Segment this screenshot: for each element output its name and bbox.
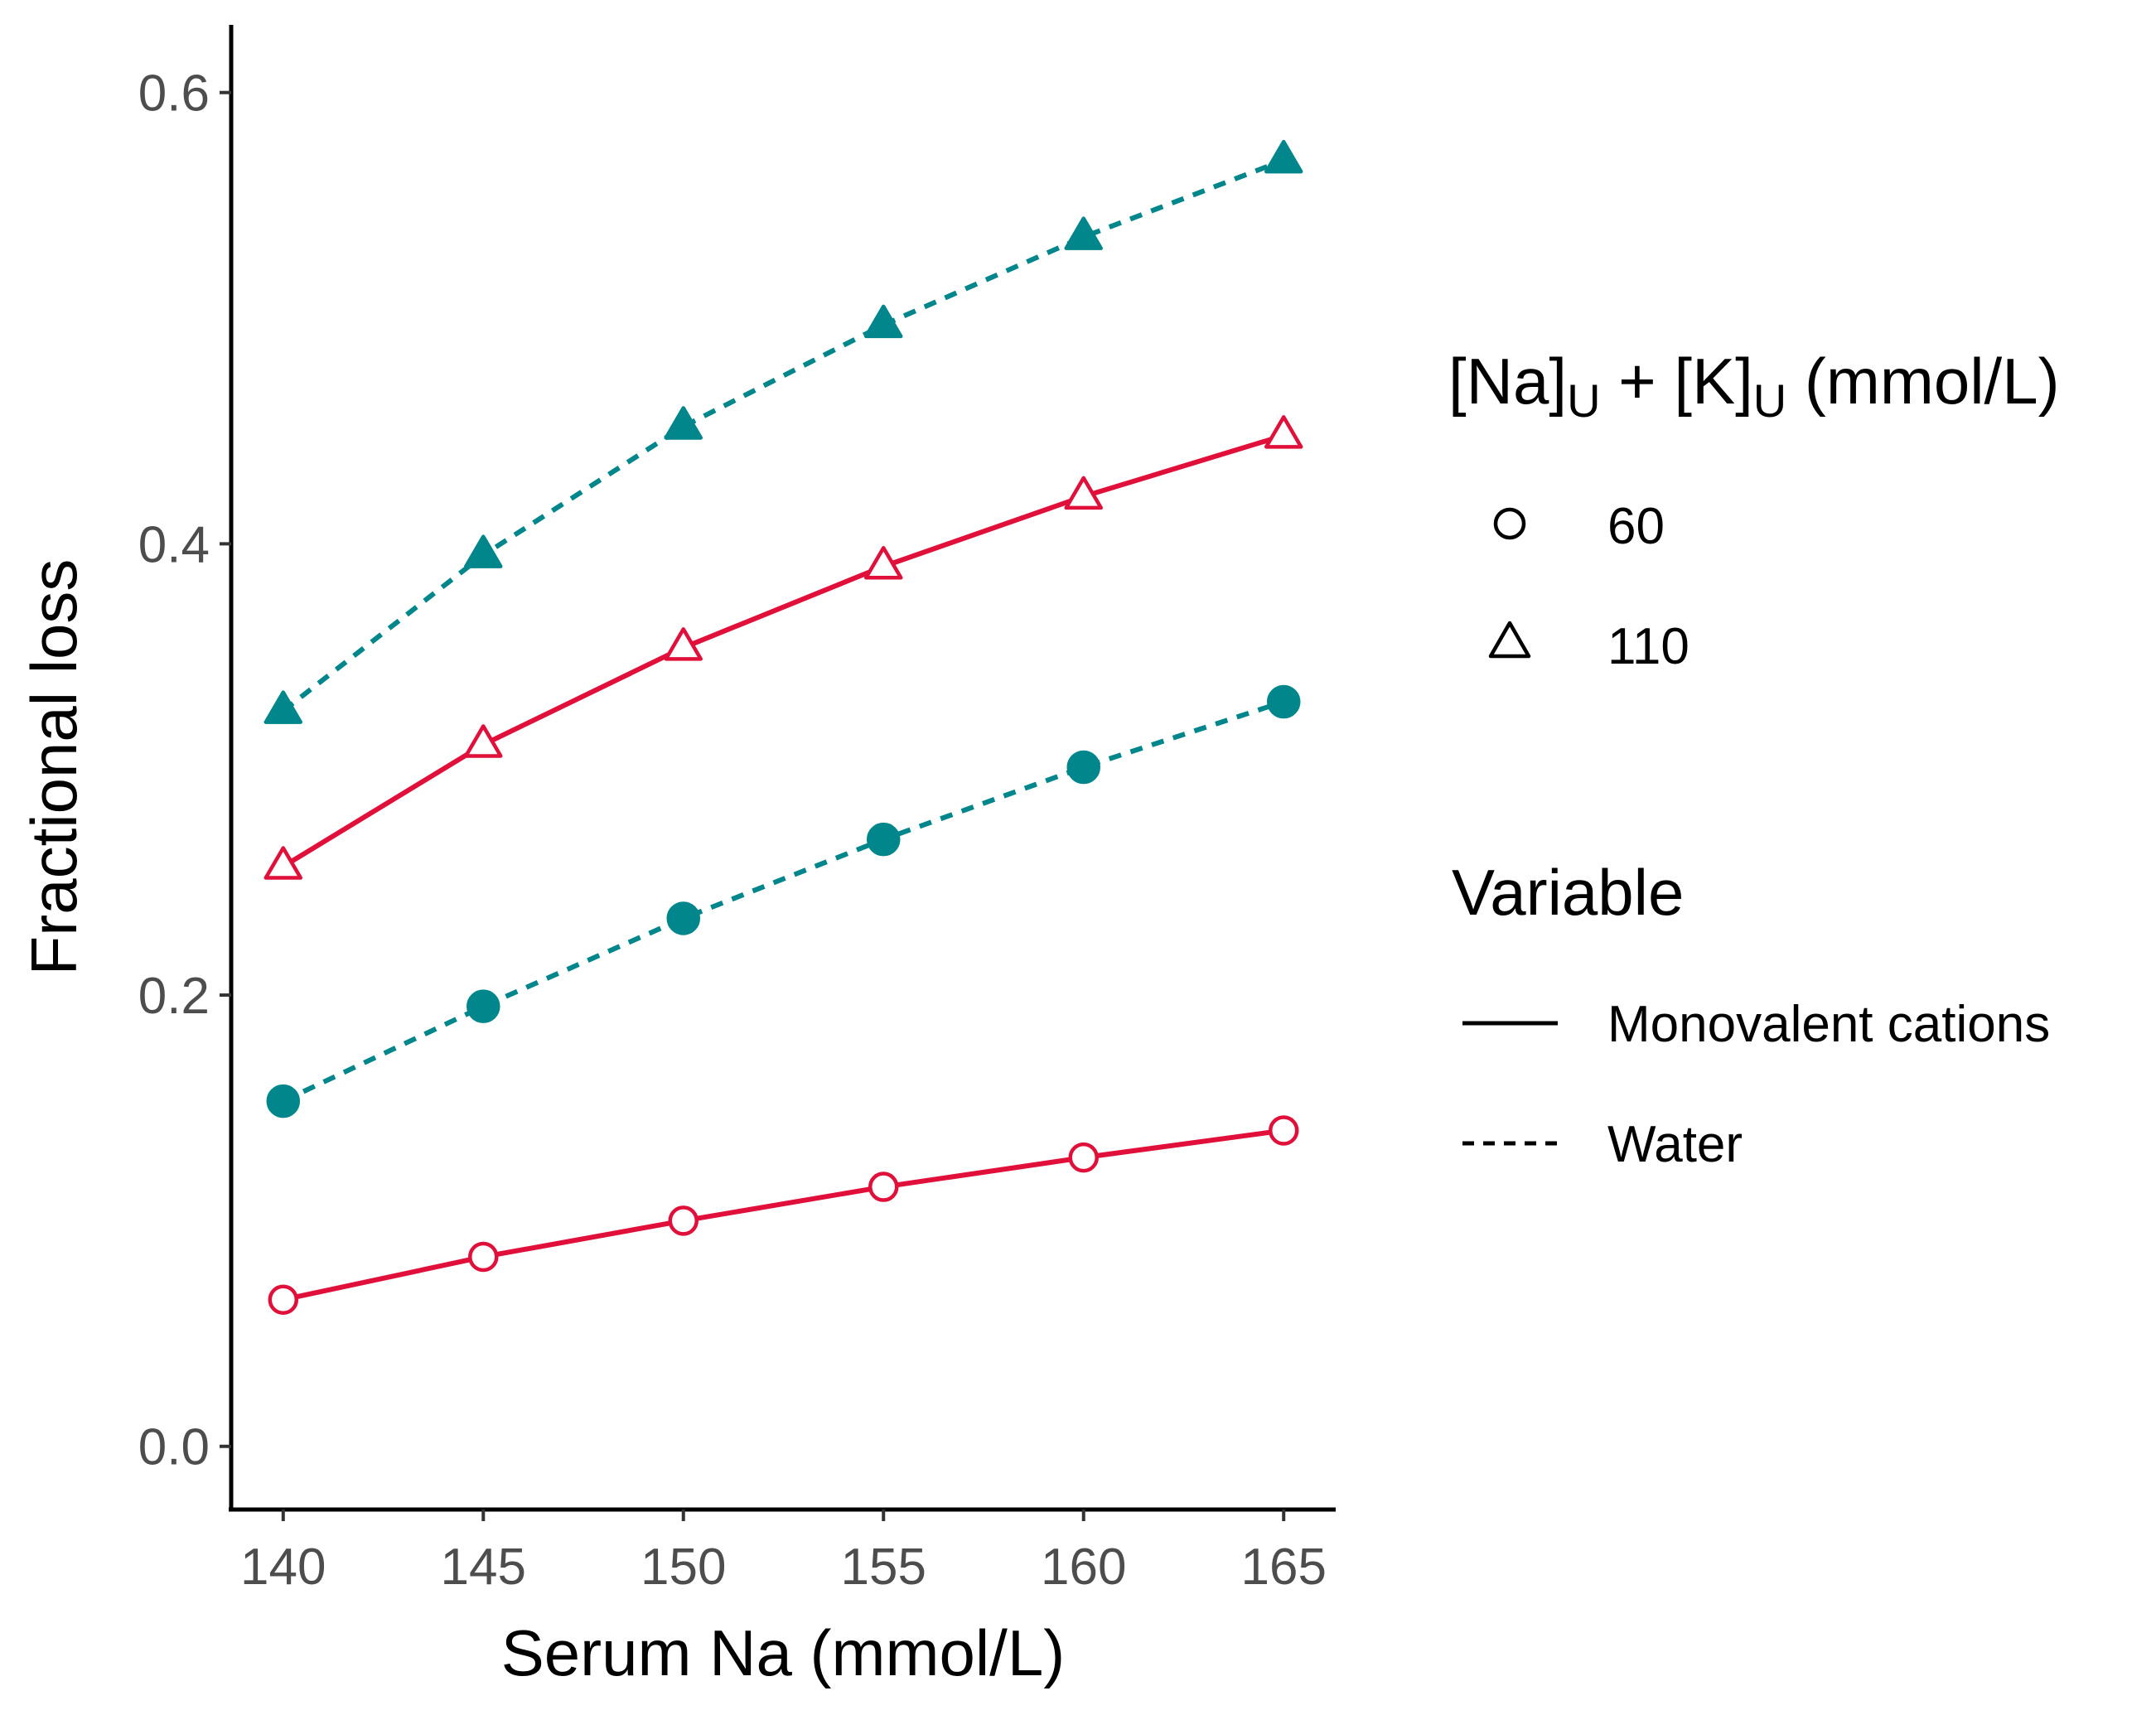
data-point-triangle xyxy=(1064,476,1103,510)
x-tick-label: 165 xyxy=(1240,1539,1326,1596)
legend-shape-label: 60 xyxy=(1607,498,1665,555)
x-tick-label: 150 xyxy=(641,1539,726,1596)
y-tick-label: 0.2 xyxy=(138,968,210,1025)
data-point-triangle xyxy=(1264,415,1303,449)
data-point-circle xyxy=(668,1205,699,1236)
data-point-circle xyxy=(868,1172,899,1202)
data-point-circle xyxy=(1266,684,1301,719)
legend-title-subscript: U xyxy=(1567,374,1600,427)
x-ticks: 140 145 150 155 160 165 xyxy=(240,1510,1327,1596)
y-ticks: 0.0 0.2 0.4 0.6 xyxy=(138,65,231,1476)
y-tick-label: 0.4 xyxy=(138,516,210,573)
data-point-circle xyxy=(466,989,500,1023)
legend-linetype-label: Monovalent cations xyxy=(1607,996,2050,1053)
series-line xyxy=(281,157,1285,713)
data-point-circle xyxy=(1066,750,1100,785)
data-point-circle xyxy=(666,901,701,935)
data-point-circle xyxy=(266,1084,301,1118)
data-point-triangle xyxy=(464,534,503,568)
legend-linetype-title: Variable xyxy=(1452,856,1684,929)
series-line xyxy=(283,1128,1284,1302)
x-tick-label: 155 xyxy=(841,1539,926,1596)
y-tick-label: 0.0 xyxy=(138,1419,210,1476)
plot-area xyxy=(263,139,1303,1315)
legend-linetype-label: Water xyxy=(1607,1116,1743,1173)
data-point-circle xyxy=(468,1241,499,1273)
legend-shape: [Na]U + [K]U (mmol/L) 60 110 xyxy=(1448,345,2060,675)
data-point-triangle xyxy=(1264,139,1303,174)
legend-title-part: [Na] xyxy=(1448,345,1567,418)
data-point-triangle xyxy=(863,304,903,339)
x-tick-label: 140 xyxy=(240,1539,326,1596)
legend-shape-title: [Na]U + [K]U (mmol/L) xyxy=(1448,345,2060,427)
legend-title-part: (mmol/L) xyxy=(1786,345,2059,418)
x-axis-title: Serum Na (mmol/L) xyxy=(501,1616,1065,1689)
legend-linetype: Variable Monovalent cations Water xyxy=(1452,856,2050,1173)
data-point-circle xyxy=(866,822,901,857)
x-tick-label: 145 xyxy=(441,1539,526,1596)
data-point-triangle xyxy=(664,627,703,661)
data-point-circle xyxy=(1268,1115,1299,1146)
y-tick-label: 0.6 xyxy=(138,65,210,123)
legend-circle-icon xyxy=(1493,507,1526,540)
legend-triangle-icon xyxy=(1488,621,1531,659)
series-line xyxy=(282,432,1285,869)
x-tick-label: 160 xyxy=(1041,1539,1126,1596)
data-point-triangle xyxy=(263,690,303,724)
data-point-triangle xyxy=(1064,216,1103,250)
series-line xyxy=(282,699,1285,1104)
data-point-circle xyxy=(268,1284,299,1315)
legend-title-part: + [K] xyxy=(1601,345,1753,418)
data-point-triangle xyxy=(664,406,703,440)
data-point-triangle xyxy=(464,724,503,758)
data-point-circle xyxy=(1068,1142,1099,1173)
data-point-triangle xyxy=(263,846,303,880)
legend-shape-label: 110 xyxy=(1607,618,1690,675)
legend-title-subscript: U xyxy=(1753,374,1786,427)
data-point-triangle xyxy=(863,546,903,580)
y-axis-title: Fractional loss xyxy=(17,559,90,976)
